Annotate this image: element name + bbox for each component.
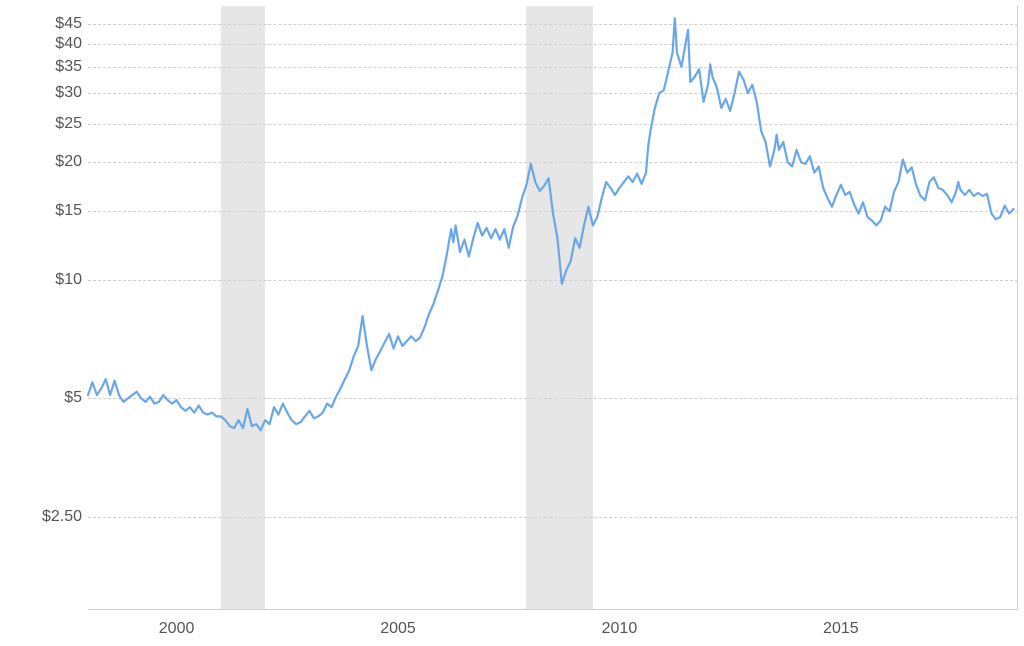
y-axis-tick-label: $20 [55,153,88,171]
y-axis-tick-label: $10 [55,271,88,289]
y-axis-tick-label: $30 [55,84,88,102]
y-axis-tick-label: $5 [64,389,88,407]
y-axis-tick-label: $2.50 [42,508,88,526]
x-axis-tick-label: 2005 [380,610,416,638]
x-axis-tick-label: 2000 [159,610,195,638]
y-axis-tick-label: $35 [55,58,88,76]
y-axis-tick-label: $40 [55,35,88,53]
plot-area: $2.50$5$10$15$20$25$30$35$40$45200020052… [88,6,1018,610]
line-layer [88,6,1018,610]
y-axis-tick-label: $15 [55,202,88,220]
y-axis-tick-label: $45 [55,15,88,33]
y-axis-tick-label: $25 [55,115,88,133]
x-axis-tick-label: 2010 [602,610,638,638]
price-series-line [88,18,1014,430]
x-axis-tick-label: 2015 [823,610,859,638]
price-chart: $2.50 $5 $10 $15 $20 $25 $30 $35 $40 $45 2000 2005 2… [0,0,1024,646]
